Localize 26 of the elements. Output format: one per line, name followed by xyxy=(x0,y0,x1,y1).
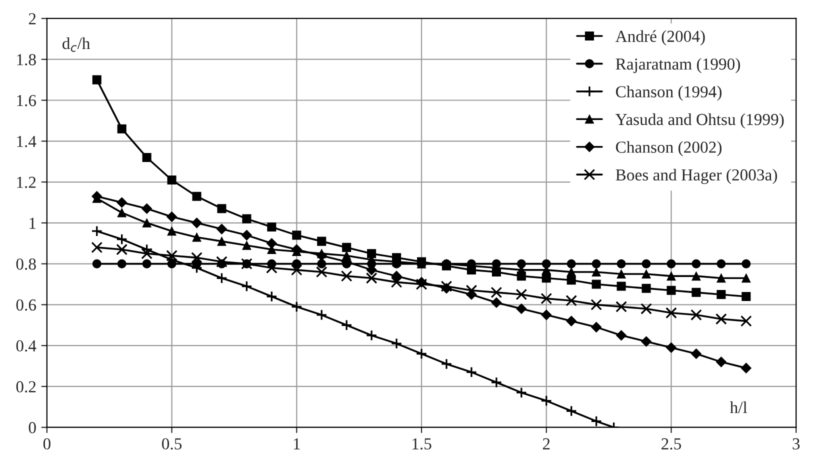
x-tick-label: 0.5 xyxy=(162,438,182,450)
legend-label: Chanson (1994) xyxy=(616,86,722,101)
legend-label: Rajaratnam (1990) xyxy=(616,58,740,74)
legend-label: Chanson (2002) xyxy=(616,141,722,156)
x-tick-label: 3 xyxy=(792,438,800,450)
y-tick-label: 0.8 xyxy=(16,258,36,270)
y-tick-label: 1.2 xyxy=(17,176,36,188)
x-tick-label: 0 xyxy=(43,438,50,450)
y-tick-label: 0 xyxy=(28,422,36,434)
y-tick-label: 2 xyxy=(28,13,36,24)
y-tick-label: 0.6 xyxy=(16,299,36,311)
y-tick-label: 1.8 xyxy=(17,54,36,66)
x-tick-label: 2 xyxy=(542,438,550,450)
x-tick-label: 1.5 xyxy=(412,438,432,450)
y-tick-label: 1 xyxy=(30,218,36,229)
x-tick-label: 2.5 xyxy=(662,438,682,450)
y-tick-label: 1.4 xyxy=(17,136,36,148)
legend-label: Yasuda and Ohtsu (1999) xyxy=(615,113,784,129)
y-axis-title: d$_{c}$/h xyxy=(62,37,90,52)
x-tick-label: 1 xyxy=(294,438,300,450)
legend-label: André (2004) xyxy=(615,30,705,46)
y-tick-label: 0.4 xyxy=(16,340,36,352)
legend-label: Boes and Hager (2003a) xyxy=(616,168,778,184)
x-axis-title: h/l xyxy=(730,401,748,414)
y-tick-label: 1.6 xyxy=(17,95,36,106)
y-tick-label: 0.2 xyxy=(16,381,36,392)
